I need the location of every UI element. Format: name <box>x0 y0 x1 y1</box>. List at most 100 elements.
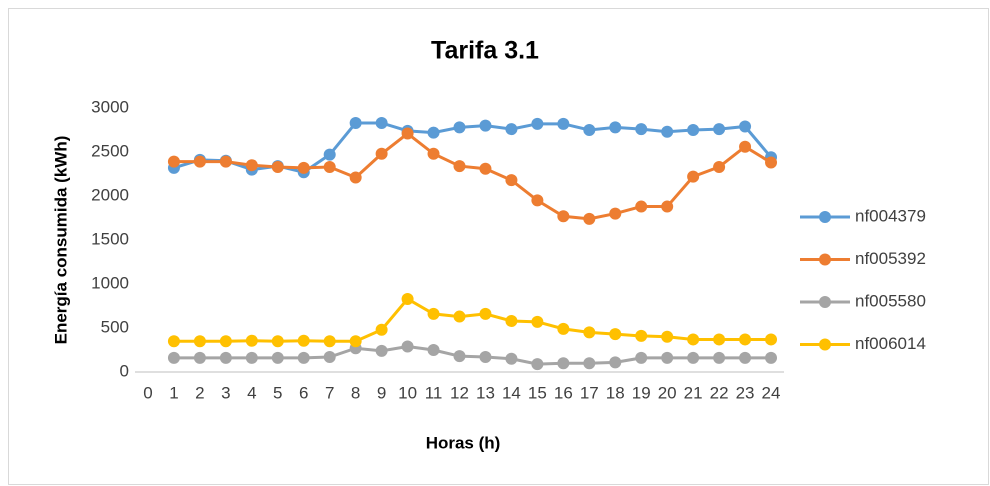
data-point <box>453 121 466 134</box>
data-point <box>583 357 596 370</box>
data-point <box>609 207 622 220</box>
data-point <box>531 358 544 371</box>
data-point <box>765 351 778 364</box>
data-point <box>323 148 336 161</box>
data-point <box>297 161 310 174</box>
legend-label: nf006014 <box>855 334 926 353</box>
y-tick-label: 500 <box>101 317 129 336</box>
data-point <box>401 340 414 353</box>
data-point <box>557 117 570 130</box>
y-tick-label: 0 <box>120 361 129 380</box>
data-point <box>609 121 622 134</box>
y-tick-label: 1000 <box>91 273 129 292</box>
data-point <box>427 307 440 320</box>
data-point <box>349 171 362 184</box>
x-tick-label: 4 <box>247 383 256 402</box>
data-point <box>401 292 414 305</box>
x-tick-label: 3 <box>221 383 230 402</box>
y-tick-label: 1500 <box>91 229 129 248</box>
data-point <box>193 155 206 168</box>
data-point <box>687 351 700 364</box>
data-point <box>531 117 544 130</box>
data-point <box>167 351 180 364</box>
x-tick-label: 19 <box>632 383 651 402</box>
y-axis-label: Energía consumida (kWh) <box>51 136 70 345</box>
data-point <box>583 326 596 339</box>
data-point <box>661 330 674 343</box>
x-tick-label: 12 <box>450 383 469 402</box>
data-point <box>765 156 778 169</box>
data-point <box>219 335 232 348</box>
data-point <box>557 357 570 370</box>
data-point <box>713 123 726 136</box>
data-point <box>583 212 596 225</box>
data-point <box>453 350 466 363</box>
x-tick-label: 6 <box>299 383 308 402</box>
x-tick-label: 15 <box>528 383 547 402</box>
legend-marker <box>819 338 831 351</box>
x-tick-label: 22 <box>710 383 729 402</box>
y-tick-label: 2500 <box>91 141 129 160</box>
data-point <box>271 335 284 348</box>
data-point <box>167 335 180 348</box>
data-point <box>609 356 622 369</box>
x-tick-label: 23 <box>736 383 755 402</box>
data-point <box>661 200 674 213</box>
data-point <box>401 127 414 140</box>
data-point <box>505 123 518 136</box>
data-point <box>531 315 544 328</box>
data-point <box>219 155 232 168</box>
data-point <box>193 335 206 348</box>
data-point <box>245 159 258 172</box>
x-tick-label: 7 <box>325 383 334 402</box>
data-point <box>479 119 492 132</box>
data-point <box>661 125 674 138</box>
legend-marker <box>819 253 831 266</box>
data-point <box>453 160 466 173</box>
x-tick-label: 1 <box>169 383 178 402</box>
legend-label: nf005392 <box>855 249 926 268</box>
x-tick-label: 16 <box>554 383 573 402</box>
data-point <box>427 344 440 356</box>
chart-title: Tarifa 3.1 <box>431 37 539 65</box>
x-axis-label: Horas (h) <box>426 433 501 452</box>
data-point <box>765 333 778 346</box>
x-tick-label: 0 <box>143 383 152 402</box>
data-point <box>375 147 388 160</box>
data-point <box>297 334 310 347</box>
x-tick-label: 24 <box>762 383 781 402</box>
data-point <box>427 147 440 160</box>
data-point <box>245 334 258 347</box>
data-point <box>219 351 232 364</box>
data-point <box>687 124 700 136</box>
data-point <box>479 351 492 364</box>
data-point <box>739 333 752 346</box>
data-point <box>739 351 752 364</box>
data-point <box>323 351 336 364</box>
data-point <box>713 160 726 173</box>
x-tick-label: 20 <box>658 383 677 402</box>
data-point <box>375 323 388 336</box>
x-tick-label: 2 <box>195 383 204 402</box>
data-point <box>271 351 284 364</box>
data-point <box>427 126 440 139</box>
data-point <box>271 160 284 173</box>
data-point <box>713 351 726 364</box>
x-tick-label: 13 <box>476 383 495 402</box>
data-point <box>453 310 466 323</box>
chart-frame <box>8 8 989 485</box>
legend-label: nf005580 <box>855 291 926 310</box>
data-point <box>323 335 336 348</box>
x-tick-label: 11 <box>425 383 443 402</box>
data-point <box>635 329 648 342</box>
data-point <box>349 116 362 129</box>
x-tick-label: 10 <box>398 383 417 402</box>
legend-marker <box>819 211 831 223</box>
data-point <box>297 351 310 364</box>
x-tick-label: 9 <box>377 383 386 402</box>
data-point <box>505 352 518 365</box>
data-point <box>557 322 570 335</box>
data-point <box>713 333 726 346</box>
data-point <box>609 328 622 341</box>
